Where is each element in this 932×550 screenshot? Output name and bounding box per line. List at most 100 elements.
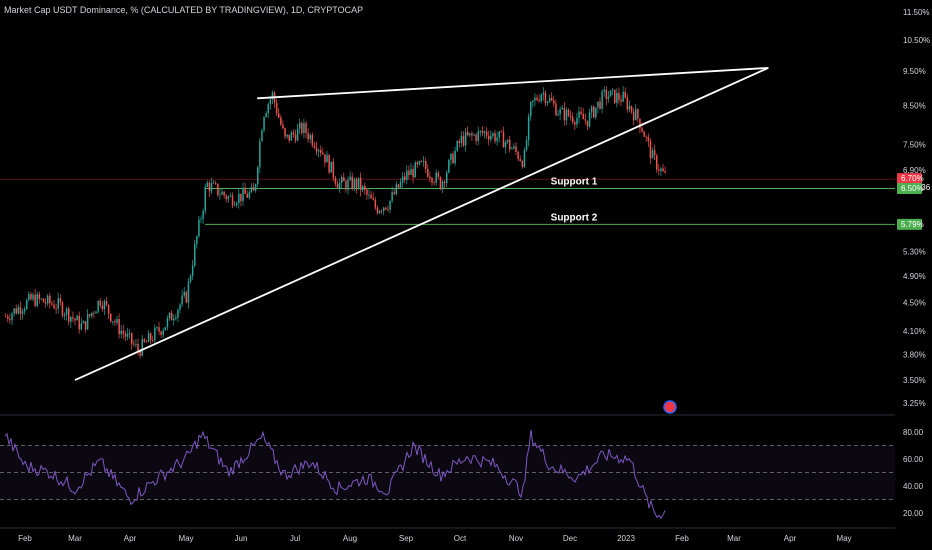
candle-body bbox=[603, 89, 605, 92]
candle-body bbox=[362, 186, 364, 191]
candle-body bbox=[586, 120, 589, 127]
candle-body bbox=[219, 194, 221, 196]
candle-body bbox=[446, 172, 448, 183]
candle-body bbox=[595, 107, 597, 118]
candle-body bbox=[515, 146, 517, 152]
candle-body bbox=[441, 181, 444, 190]
candle-body bbox=[275, 102, 278, 114]
candle-body bbox=[49, 295, 51, 304]
candle-body bbox=[452, 153, 454, 164]
rsi-axis-tick: 60.00 bbox=[903, 455, 924, 464]
candle-body bbox=[546, 101, 549, 104]
candle-body bbox=[202, 210, 204, 219]
time-axis-tick: Mar bbox=[68, 534, 82, 543]
candle-body bbox=[166, 318, 169, 328]
candle-body bbox=[158, 327, 160, 332]
candle-body bbox=[263, 117, 265, 131]
candle-body bbox=[65, 308, 68, 315]
candle-body bbox=[187, 281, 190, 303]
price-axis-tick: 5.30% bbox=[903, 248, 926, 257]
candle-body bbox=[236, 203, 238, 205]
candle-body bbox=[635, 109, 637, 121]
candle-body bbox=[506, 139, 509, 143]
candle-body bbox=[561, 107, 563, 110]
price-axis-tick: 3.80% bbox=[903, 351, 926, 360]
candle-body bbox=[504, 142, 507, 148]
candle-body bbox=[397, 184, 400, 188]
candle-body bbox=[645, 136, 647, 138]
candle-body bbox=[626, 97, 629, 110]
candle-body bbox=[412, 168, 414, 178]
time-axis-tick: Nov bbox=[509, 534, 523, 543]
candle-body bbox=[168, 312, 171, 319]
candle-body bbox=[21, 311, 24, 314]
candle-body bbox=[238, 193, 240, 204]
candle-body bbox=[288, 134, 290, 141]
candle-body bbox=[479, 130, 482, 132]
time-axis-tick: Mar bbox=[727, 534, 741, 543]
candle-body bbox=[380, 210, 383, 212]
candle-body bbox=[278, 113, 280, 118]
candle-body bbox=[265, 113, 267, 118]
candle-body bbox=[280, 117, 282, 125]
candle-body bbox=[565, 109, 568, 121]
candle-body bbox=[53, 304, 55, 309]
candle-body bbox=[212, 182, 215, 184]
candle-body bbox=[656, 155, 658, 170]
candle-body bbox=[653, 150, 656, 156]
candle-body bbox=[152, 340, 154, 341]
candle-body bbox=[78, 315, 80, 330]
candle-body bbox=[185, 291, 188, 303]
candle-body bbox=[299, 123, 301, 129]
candle-body bbox=[225, 195, 227, 200]
candle-body bbox=[34, 294, 36, 307]
candle-body bbox=[492, 133, 494, 136]
price-axis-tick: 11.50% bbox=[903, 8, 930, 17]
candle-body bbox=[611, 89, 614, 91]
candle-body bbox=[551, 97, 553, 101]
candle-body bbox=[628, 105, 631, 110]
candle-body bbox=[101, 305, 104, 310]
rsi-axis-tick: 80.00 bbox=[903, 428, 924, 437]
candle-body bbox=[458, 140, 461, 143]
candle-body bbox=[5, 316, 7, 318]
candle-body bbox=[408, 170, 410, 175]
candle-body bbox=[11, 313, 13, 321]
candle-body bbox=[208, 182, 211, 192]
candle-body bbox=[525, 140, 528, 150]
candle-body bbox=[15, 308, 17, 314]
candle-body bbox=[55, 308, 57, 310]
candle-body bbox=[664, 171, 666, 173]
candle-body bbox=[51, 303, 53, 305]
candle-body bbox=[607, 96, 610, 99]
candle-body bbox=[313, 145, 316, 148]
candle-body bbox=[366, 189, 368, 195]
candle-body bbox=[387, 209, 389, 211]
candle-body bbox=[578, 111, 580, 118]
candle-body bbox=[93, 312, 95, 314]
candle-body bbox=[324, 154, 326, 163]
candle-body bbox=[135, 343, 137, 345]
candle-body bbox=[593, 106, 595, 118]
candle-body bbox=[330, 161, 332, 173]
candle-body bbox=[431, 178, 433, 183]
candle-body bbox=[395, 184, 398, 195]
candle-body bbox=[210, 183, 213, 192]
candle-body bbox=[110, 313, 112, 322]
candle-body bbox=[513, 146, 515, 149]
candle-body bbox=[448, 159, 450, 173]
candle-body bbox=[204, 186, 206, 211]
candle-body bbox=[122, 330, 125, 334]
candle-body bbox=[68, 308, 70, 322]
candle-body bbox=[383, 207, 385, 212]
candle-body bbox=[414, 162, 416, 178]
candle-body bbox=[338, 182, 341, 189]
candle-body bbox=[257, 167, 259, 185]
candle-body bbox=[469, 133, 471, 136]
candle-body bbox=[555, 103, 557, 116]
candle-body bbox=[488, 135, 490, 140]
candle-body bbox=[38, 294, 41, 299]
candle-body bbox=[244, 187, 246, 195]
candle-body bbox=[437, 172, 440, 178]
